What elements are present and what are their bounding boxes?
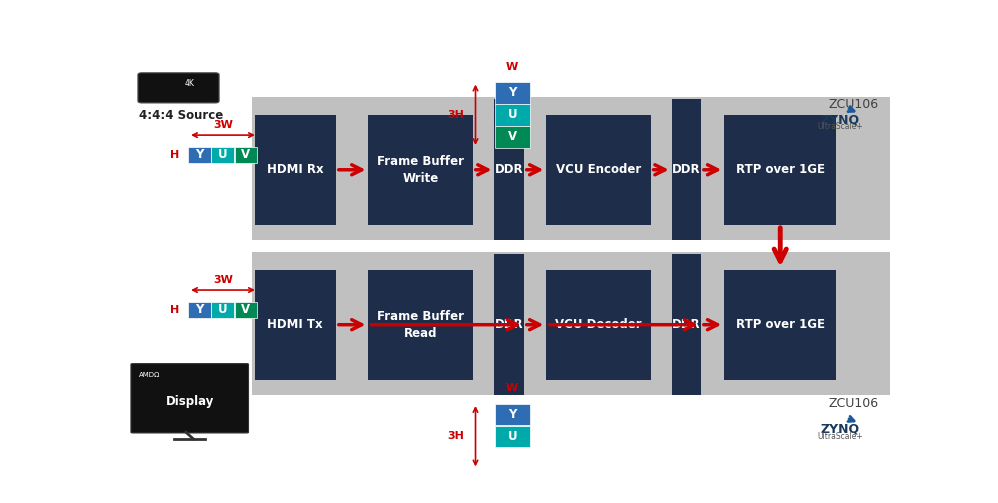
Text: Y: Y bbox=[196, 303, 204, 316]
Text: 4K: 4K bbox=[185, 79, 195, 89]
Bar bbox=[252, 252, 890, 395]
Text: U: U bbox=[507, 430, 517, 443]
Bar bbox=[189, 302, 211, 318]
Text: AMDΩ: AMDΩ bbox=[139, 372, 160, 378]
Text: VCU Encoder: VCU Encoder bbox=[556, 163, 641, 176]
Bar bbox=[495, 426, 530, 447]
Bar bbox=[189, 147, 211, 163]
Text: RTP over 1GE: RTP over 1GE bbox=[736, 163, 824, 176]
Bar bbox=[495, 126, 530, 148]
Bar bbox=[672, 254, 701, 395]
Text: VCU Decoder: VCU Decoder bbox=[555, 318, 642, 331]
Bar bbox=[495, 105, 530, 126]
Bar bbox=[368, 270, 473, 380]
Text: V: V bbox=[508, 130, 517, 143]
Text: DDR: DDR bbox=[672, 163, 701, 176]
Bar bbox=[254, 115, 336, 225]
Text: 3H: 3H bbox=[448, 110, 465, 120]
Text: RTP over 1GE: RTP over 1GE bbox=[736, 318, 824, 331]
Bar bbox=[495, 404, 530, 425]
Text: 3H: 3H bbox=[448, 431, 465, 441]
Text: 4:4:4 Source: 4:4:4 Source bbox=[139, 109, 223, 122]
Bar bbox=[546, 115, 651, 225]
Text: W: W bbox=[506, 383, 518, 393]
Text: Y: Y bbox=[508, 407, 516, 421]
Text: ZYNQ: ZYNQ bbox=[820, 423, 859, 436]
Bar bbox=[725, 270, 836, 380]
Text: H: H bbox=[170, 150, 179, 160]
Bar bbox=[672, 99, 701, 240]
Text: U: U bbox=[218, 303, 228, 316]
Text: ZCU106: ZCU106 bbox=[828, 99, 879, 111]
Text: DDR: DDR bbox=[672, 318, 701, 331]
Text: 3W: 3W bbox=[213, 120, 233, 130]
Text: UltraScale+: UltraScale+ bbox=[817, 432, 863, 441]
FancyBboxPatch shape bbox=[138, 73, 220, 103]
Bar bbox=[235, 147, 257, 163]
Text: Frame Buffer
Read: Frame Buffer Read bbox=[377, 310, 464, 340]
Text: DDR: DDR bbox=[495, 318, 524, 331]
Text: UltraScale+: UltraScale+ bbox=[817, 122, 863, 131]
Bar bbox=[546, 270, 651, 380]
Text: ZYNQ: ZYNQ bbox=[820, 113, 859, 126]
Bar bbox=[212, 302, 234, 318]
Text: Y: Y bbox=[196, 148, 204, 161]
Text: Frame Buffer
Write: Frame Buffer Write bbox=[377, 155, 464, 185]
Text: Display: Display bbox=[166, 395, 214, 408]
Bar bbox=[725, 115, 836, 225]
Bar bbox=[494, 99, 524, 240]
Text: ZCU106: ZCU106 bbox=[828, 397, 879, 409]
Bar bbox=[212, 147, 234, 163]
Text: U: U bbox=[218, 148, 228, 161]
FancyBboxPatch shape bbox=[131, 364, 249, 433]
Bar bbox=[254, 270, 336, 380]
Text: V: V bbox=[508, 452, 517, 465]
Text: DDR: DDR bbox=[495, 163, 524, 176]
Text: H: H bbox=[170, 305, 179, 315]
Bar bbox=[495, 82, 530, 104]
Text: HDMI Tx: HDMI Tx bbox=[267, 318, 323, 331]
Text: 3W: 3W bbox=[213, 275, 233, 285]
Bar bbox=[252, 97, 890, 240]
Text: HDMI Rx: HDMI Rx bbox=[267, 163, 323, 176]
Text: W: W bbox=[506, 62, 518, 72]
Bar bbox=[235, 302, 257, 318]
Text: V: V bbox=[242, 148, 250, 161]
Text: Y: Y bbox=[508, 86, 516, 99]
Bar bbox=[368, 115, 473, 225]
Text: U: U bbox=[507, 108, 517, 121]
Text: V: V bbox=[242, 303, 250, 316]
Bar bbox=[495, 448, 530, 469]
Bar bbox=[494, 254, 524, 395]
